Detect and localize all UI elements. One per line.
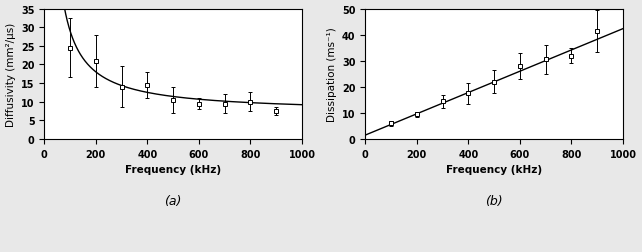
Text: (a): (a) xyxy=(164,194,182,207)
Y-axis label: Diffusivity (mm²/μs): Diffusivity (mm²/μs) xyxy=(6,22,15,127)
X-axis label: Frequency (kHz): Frequency (kHz) xyxy=(125,165,221,175)
Y-axis label: Dissipation (ms⁻¹): Dissipation (ms⁻¹) xyxy=(327,27,336,122)
Text: (b): (b) xyxy=(485,194,503,207)
X-axis label: Frequency (kHz): Frequency (kHz) xyxy=(446,165,542,175)
